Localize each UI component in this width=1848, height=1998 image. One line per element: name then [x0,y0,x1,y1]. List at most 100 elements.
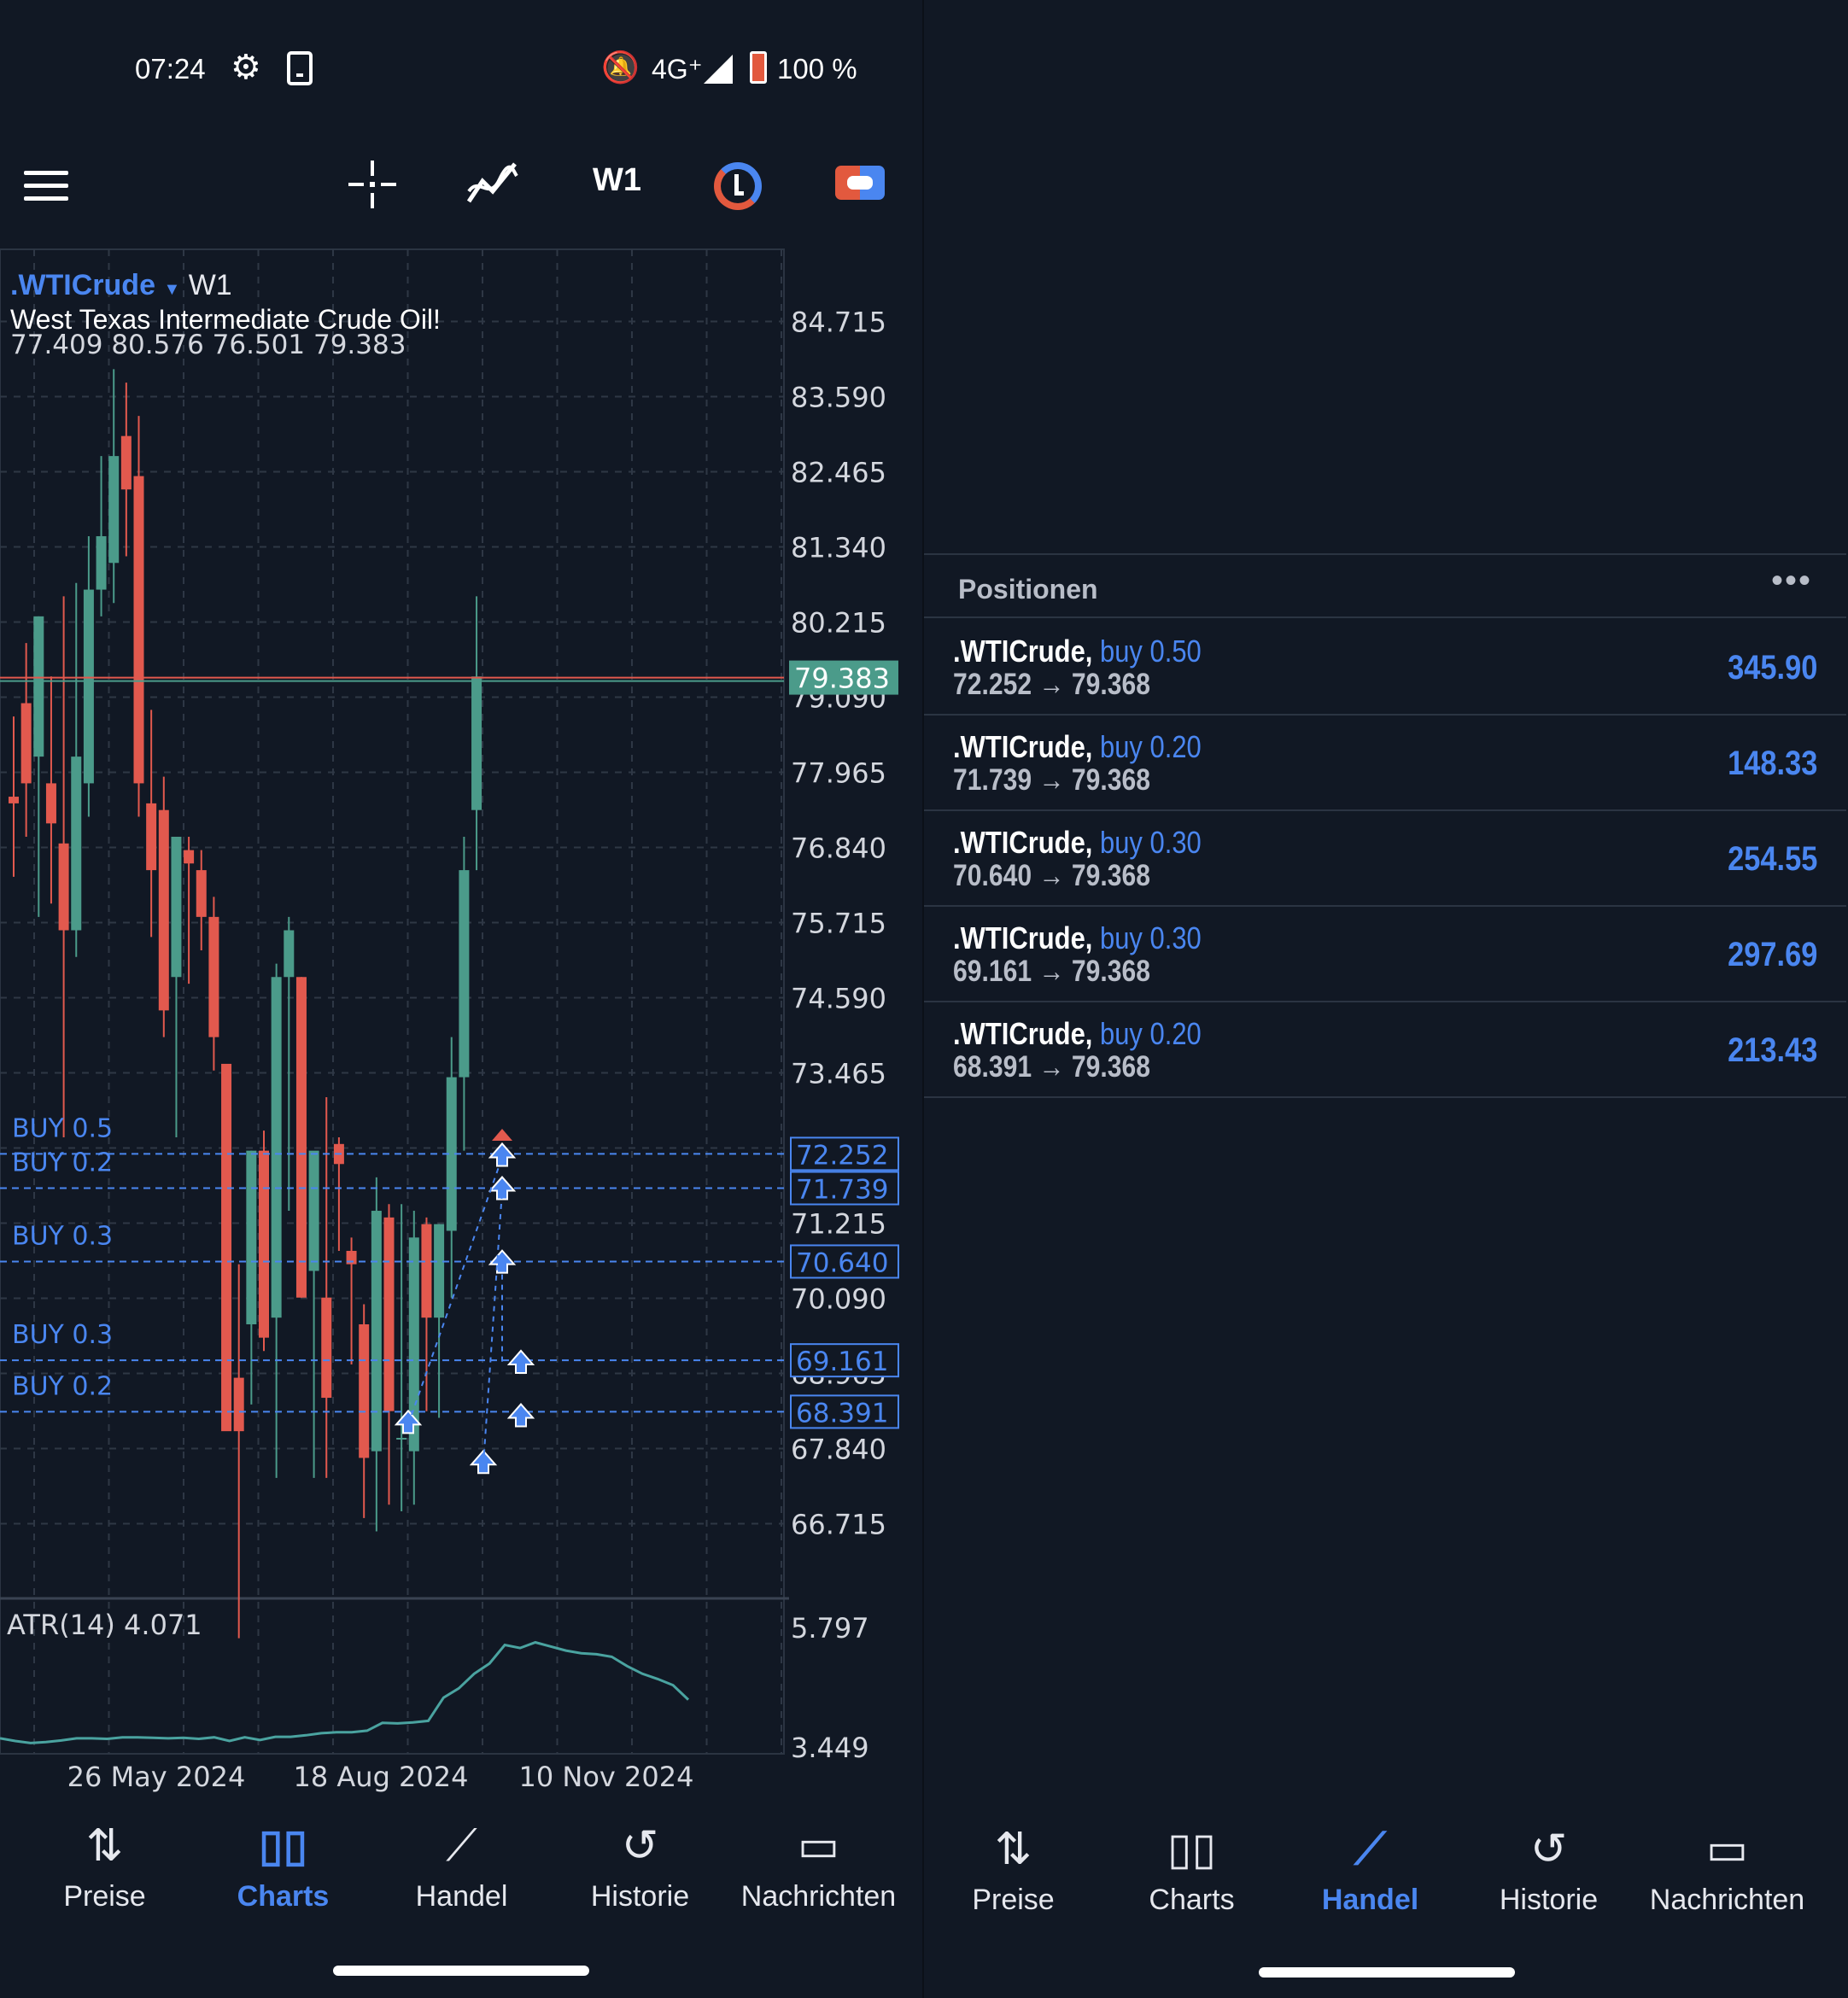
position-title: .WTICrude, buy 0.50 [953,634,1202,669]
buy-arrow-icon [506,1349,535,1374]
candle-bull [33,616,44,757]
chart-frame [0,248,785,1755]
nav-preise[interactable]: ⇅ Preise [924,1822,1102,1950]
position-profit: 345.90 [1727,649,1817,686]
position-title: .WTICrude, buy 0.30 [953,825,1202,861]
position-symbol: .WTICrude, [953,729,1093,764]
position-row[interactable]: .WTICrude, buy 0.30 69.161 → 79.368 297.69 [924,907,1846,1002]
bottom-nav: ⇅ Preise ▯▯ Charts ⟋ Handel ↺ Historie ▭ Nachrich… [924,1822,1816,1950]
price-axis-label: 84.715 [791,307,886,339]
history-icon: ↺ [621,1821,659,1871]
candle-bull [308,1150,319,1271]
download-icon [287,51,313,85]
chart-toolbar: W1 [0,145,922,222]
candle-bear [259,1150,269,1338]
candle-bull [371,1211,382,1452]
nav-charts[interactable]: ▯▯ Charts [194,1819,372,1947]
nav-preise[interactable]: ⇅ Preise [15,1819,194,1947]
trade-price-box [790,1171,899,1206]
menu-icon[interactable] [24,171,68,202]
charts-screen: 07:24 ⚙ 🔕 4G⁺ 100 % W1 84.715 83.590 82.46… [0,0,922,1998]
chat-icon: ▭ [1705,1825,1749,1874]
price-axis-label: 73.465 [791,1058,886,1090]
price-axis-label: 74.590 [791,983,886,1015]
status-time: 07:24 [135,53,206,85]
position-current-price: 79.368 [1071,859,1150,892]
position-current-price: 79.368 [1071,763,1150,797]
nav-nachrichten[interactable]: ▭ Nachrichten [1638,1822,1816,1950]
position-prices: 71.739 → 79.368 [953,763,1150,797]
position-current-price: 79.368 [1071,955,1150,988]
price-chart[interactable]: 84.71583.59082.46581.34080.21579.09077.9… [0,239,922,1802]
price-axis-label: 80.215 [791,607,886,640]
trade-line-label: BUY 0.3 [12,1221,113,1251]
crosshair-icon[interactable] [348,161,396,208]
clock-icon[interactable] [714,162,762,210]
position-open-price: 68.391 [953,1050,1032,1084]
nav-label: Charts [1149,1884,1235,1916]
position-open-price: 69.161 [953,955,1032,988]
arrow-right-icon: → [1038,859,1065,892]
arrows-updown-icon: ⇅ [85,1821,124,1871]
timeframe-button[interactable]: W1 [593,162,641,198]
candle-bear [221,1063,232,1432]
trade-line-label: BUY 0.2 [12,1371,113,1401]
candle-bull [408,1237,419,1452]
indicators-icon[interactable] [465,159,520,207]
price-axis-label: 81.340 [791,532,886,564]
candle-bear [45,783,56,824]
nav-label: Charts [237,1880,330,1913]
price-axis-label: 71.215 [791,1208,886,1241]
chart-timeframe: W1 [188,269,232,301]
price-axis-label: 66.715 [791,1509,886,1541]
trade-price-value: 69.161 [796,1347,888,1377]
position-profit: 148.33 [1727,745,1817,782]
arrows-updown-icon: ⇅ [994,1825,1032,1874]
nav-historie[interactable]: ↺ Historie [1459,1822,1638,1950]
history-icon: ↺ [1529,1825,1568,1874]
trade-price-box [790,1136,899,1171]
nav-historie[interactable]: ↺ Historie [551,1819,729,1947]
chart-symbol[interactable]: .WTICrude [10,269,155,301]
position-current-price: 79.368 [1071,1050,1150,1084]
trade-screen: Positionen ••• .WTICrude, buy 0.50 72.252… [922,0,1848,1998]
position-title: .WTICrude, buy 0.20 [953,729,1202,765]
chart-description: West Texas Intermediate Crude Oil! [10,304,441,335]
price-axis-label: 82.465 [791,457,886,489]
candle-bull [396,1437,407,1440]
trade-price-box [790,1394,899,1429]
trade-price-value: 68.391 [796,1398,888,1428]
bottom-nav: ⇅ Preise ▯▯ Charts ⟋ Handel ↺ Historie ▭ Nachrich… [15,1819,908,1947]
price-axis-label: 70.090 [791,1283,886,1316]
candle-bull [446,1077,457,1231]
nav-label: Historie [590,1880,690,1913]
position-row[interactable]: .WTICrude, buy 0.20 71.739 → 79.368 148.33 [924,716,1846,811]
position-row[interactable]: .WTICrude, buy 0.20 68.391 → 79.368 213.43 [924,1002,1846,1098]
nav-charts[interactable]: ▯▯ Charts [1102,1822,1281,1950]
chart-ohlc: 77.409 80.576 76.501 79.383 [10,330,406,360]
candle-bull [471,676,482,810]
nav-nachrichten[interactable]: ▭ Nachrichten [729,1819,908,1947]
candle-bear [120,435,132,490]
candle-bull [96,535,107,590]
position-prices: 69.161 → 79.368 [953,955,1150,989]
atr-axis-label: 3.449 [791,1732,869,1764]
trade-price-value: 71.739 [796,1175,888,1206]
trade-line-icon: ⟋ [1354,1825,1386,1874]
chart-symbol-header[interactable]: .WTICrude ▼ W1 [10,269,232,302]
position-open-price: 71.739 [953,763,1032,797]
nav-handel[interactable]: ⟋ Handel [1281,1822,1459,1950]
candle-bull [271,977,282,1318]
positions-title: Positionen [958,574,1098,605]
trade-icon[interactable] [835,166,885,200]
nav-handel[interactable]: ⟋ Handel [372,1819,551,1947]
candle-bull [246,1150,257,1325]
candles-icon: ▯▯ [258,1821,308,1871]
more-options-icon[interactable]: ••• [1770,562,1812,599]
position-row[interactable]: .WTICrude, buy 0.50 72.252 → 79.368 345.90 [924,620,1846,716]
candle-bear [233,1377,244,1432]
position-prices: 70.640 → 79.368 [953,859,1150,893]
position-row[interactable]: .WTICrude, buy 0.30 70.640 → 79.368 254.55 [924,811,1846,907]
bell-off-icon: 🔕 [601,50,640,85]
candle-bear [133,476,144,784]
